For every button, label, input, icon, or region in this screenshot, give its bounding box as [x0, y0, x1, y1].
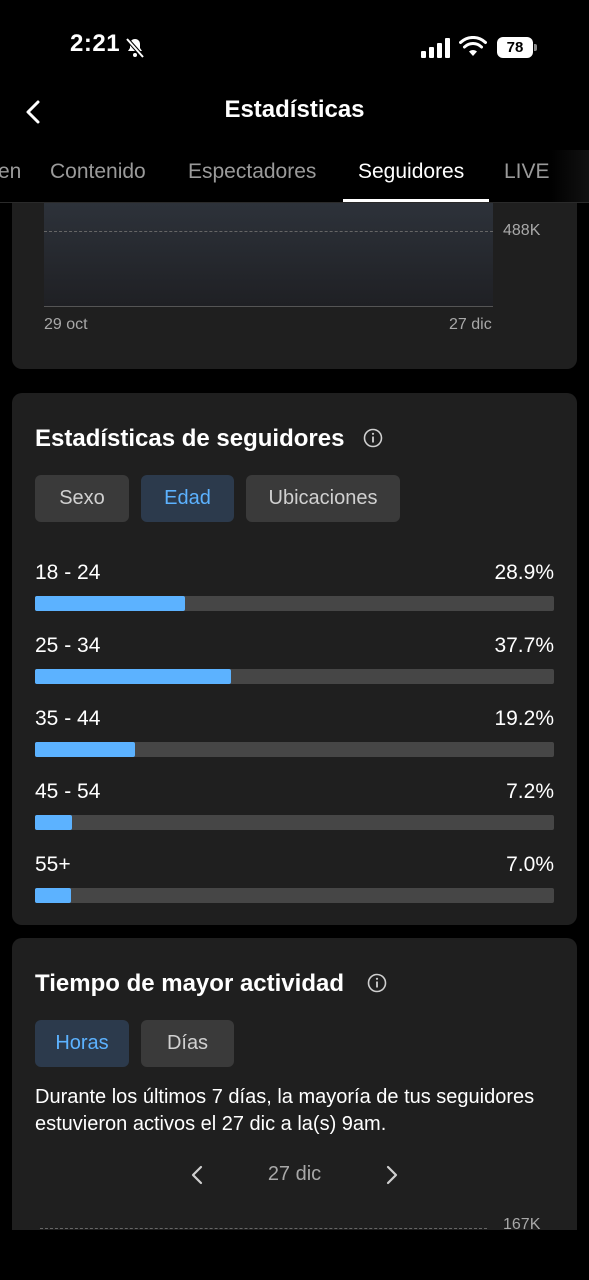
age-bar-fill [35, 596, 185, 611]
page-title: Estadísticas [224, 96, 365, 123]
age-row: 55+ 7.0% [35, 853, 554, 903]
chevron-right-icon[interactable] [381, 1164, 401, 1186]
chart-gridline [44, 231, 493, 232]
activity-y-tick-label: 167K [503, 1216, 541, 1233]
age-row: 45 - 54 7.2% [35, 780, 554, 830]
x-end-label: 27 dic [449, 316, 492, 333]
age-bar-fill [35, 742, 135, 757]
chip-locations[interactable]: Ubicaciones [246, 475, 400, 522]
section-title: Tiempo de mayor actividad [35, 970, 344, 997]
age-row: 18 - 24 28.9% [35, 561, 554, 611]
age-percentage: 19.2% [494, 707, 554, 730]
tab-overview[interactable]: en [0, 160, 22, 183]
followers-trend-card: 488K 29 oct 27 dic [12, 203, 577, 369]
chip-gender[interactable]: Sexo [35, 475, 129, 522]
chevron-left-icon[interactable] [20, 98, 48, 126]
active-tab-indicator [343, 199, 489, 202]
age-range-label: 55+ [35, 853, 71, 876]
info-icon[interactable] [367, 973, 387, 993]
trend-chart-area [44, 203, 493, 306]
date-navigator: 27 dic [12, 1160, 577, 1190]
age-bar-fill [35, 669, 231, 684]
section-title: Estadísticas de seguidores [35, 425, 345, 452]
chart-x-axis [44, 306, 493, 307]
age-bar-track [35, 742, 554, 757]
age-bar-track [35, 669, 554, 684]
chip-hours[interactable]: Horas [35, 1020, 129, 1067]
age-percentage: 7.0% [506, 853, 554, 876]
activity-description: Durante los últimos 7 días, la mayoría d… [35, 1086, 535, 1135]
tab-content[interactable]: Contenido [50, 160, 146, 183]
tab-viewers[interactable]: Espectadores [188, 160, 317, 183]
age-percentage: 28.9% [494, 561, 554, 584]
tab-bar: en Contenido Espectadores Seguidores LIV… [0, 150, 589, 203]
info-icon[interactable] [363, 428, 383, 448]
chip-days[interactable]: Días [141, 1020, 234, 1067]
age-row: 35 - 44 19.2% [35, 707, 554, 757]
age-percentage: 37.7% [494, 634, 554, 657]
x-start-label: 29 oct [44, 316, 88, 333]
follower-stats-card: Estadísticas de seguidores Sexo Edad Ubi… [12, 393, 577, 925]
activity-chart-gridline [40, 1228, 487, 1229]
nav-header: Estadísticas [0, 90, 589, 134]
battery-level: 78 [497, 37, 533, 58]
cellular-signal-icon [421, 38, 450, 58]
age-percentage: 7.2% [506, 780, 554, 803]
age-bar-track [35, 815, 554, 830]
battery-icon: 78 [497, 37, 537, 58]
age-row: 25 - 34 37.7% [35, 634, 554, 684]
age-bar-fill [35, 815, 72, 830]
age-range-label: 18 - 24 [35, 561, 101, 584]
y-tick-label: 488K [503, 222, 541, 239]
chip-age[interactable]: Edad [141, 475, 234, 522]
bell-off-icon [125, 37, 145, 59]
peak-activity-card: Tiempo de mayor actividad Horas Días Dur… [12, 938, 577, 1238]
tab-live[interactable]: LIVE [504, 160, 550, 183]
age-range-label: 35 - 44 [35, 707, 101, 730]
status-bar: 2:21 78 [0, 0, 589, 90]
selected-date: 27 dic [267, 1163, 322, 1185]
status-time: 2:21 [70, 30, 121, 57]
age-bar-track [35, 596, 554, 611]
age-bar-track [35, 888, 554, 903]
chevron-left-icon[interactable] [188, 1164, 208, 1186]
age-range-label: 45 - 54 [35, 780, 101, 803]
age-bar-fill [35, 888, 71, 903]
wifi-icon [459, 36, 487, 56]
age-range-label: 25 - 34 [35, 634, 101, 657]
tab-followers[interactable]: Seguidores [358, 160, 465, 183]
